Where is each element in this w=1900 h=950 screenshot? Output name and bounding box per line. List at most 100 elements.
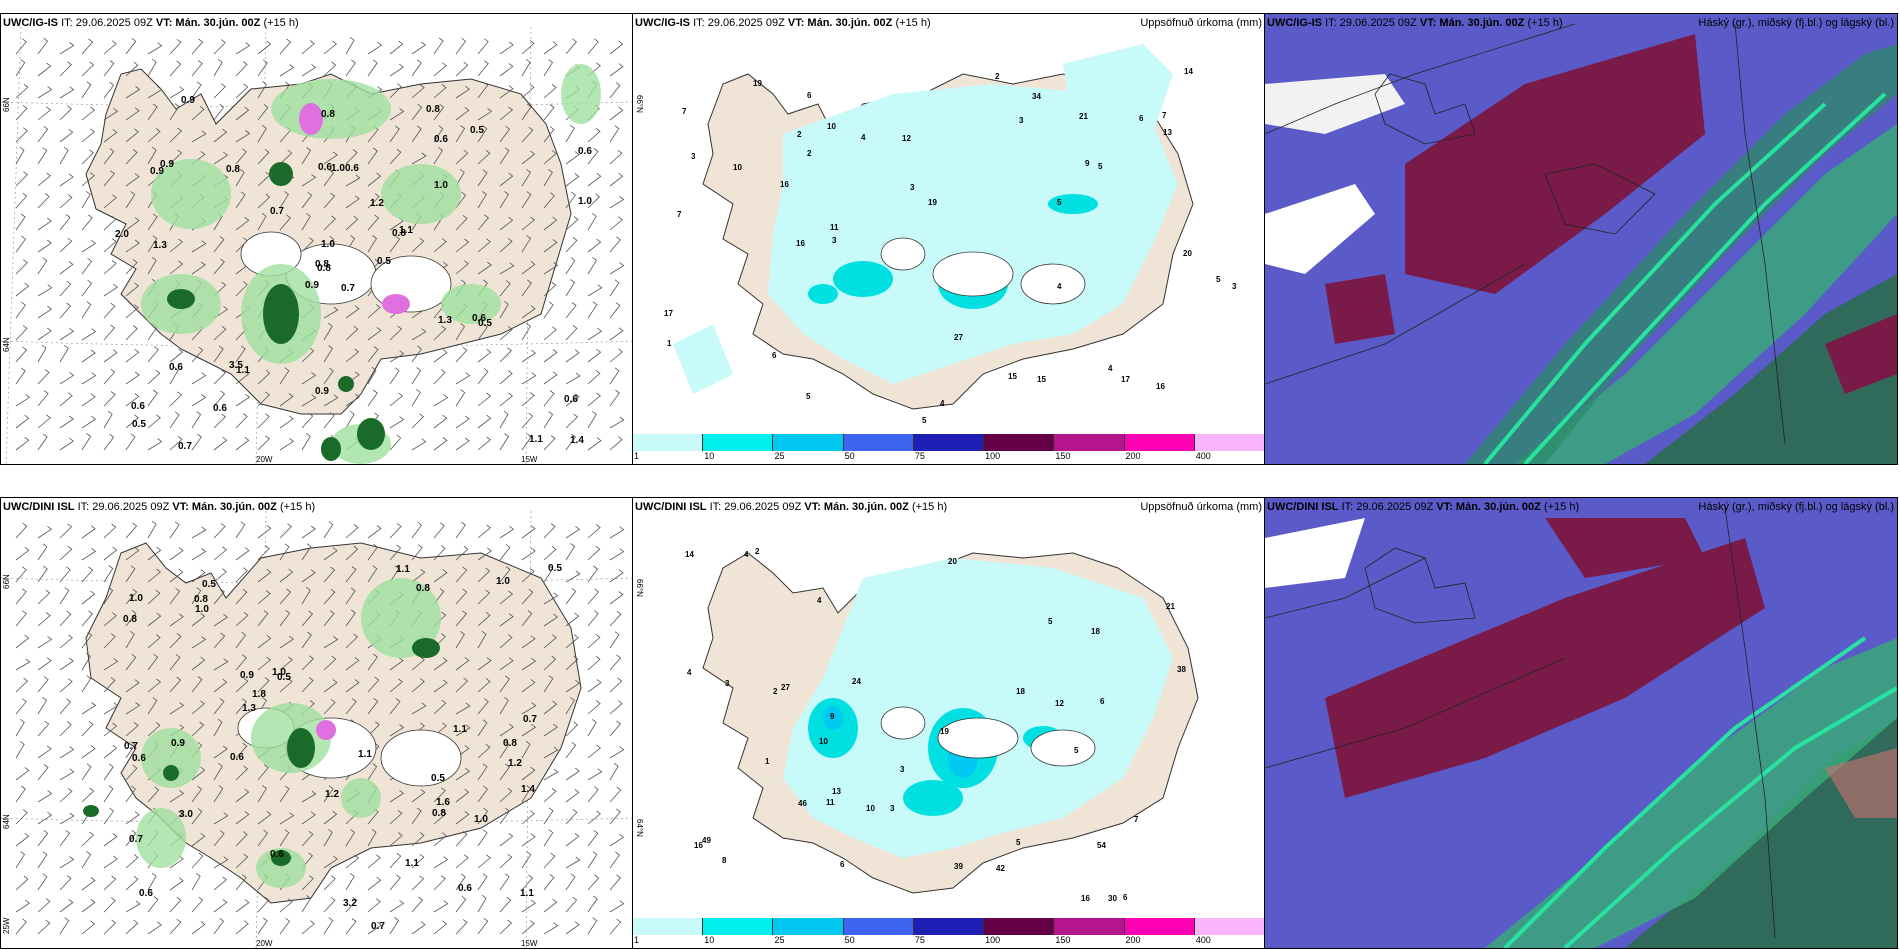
value-label: 1.1 <box>399 225 413 236</box>
value-label: 11 <box>826 798 835 807</box>
value-label: 7 <box>677 210 682 219</box>
value-label: 54 <box>1097 841 1106 850</box>
lat-label: 66N <box>2 574 11 589</box>
lat-label: 66°N <box>635 95 644 113</box>
value-label: 0.9 <box>315 386 329 397</box>
colorbar-swatch <box>773 434 844 451</box>
value-label: 0.6 <box>139 888 153 899</box>
panel-header: UWC/IG-IS IT: 29.06.2025 09Z VT: Mán. 30… <box>3 17 299 29</box>
iceland-landmass <box>85 68 572 415</box>
panel-header: UWC/DINI ISL IT: 29.06.2025 09Z VT: Mán.… <box>3 501 316 513</box>
value-label: 0.6 <box>230 752 244 763</box>
value-label: 0.6 <box>458 883 472 894</box>
colorbar-tick: 100 <box>985 935 1001 945</box>
value-label: 18 <box>1091 627 1100 636</box>
value-label: 0.8 <box>503 738 517 749</box>
value-label: 20 <box>1183 249 1192 258</box>
value-label: 0.6 <box>132 753 146 764</box>
colorbar-swatch <box>773 918 844 935</box>
value-label: 0.6 <box>564 394 578 405</box>
lat-label: 64N <box>2 337 11 352</box>
colorbar-tick: 50 <box>844 935 855 945</box>
value-label: 3.2 <box>343 898 357 909</box>
value-label: 0.6 <box>434 134 448 145</box>
value-label: 1.1 <box>358 749 372 760</box>
value-label: 0.8 <box>123 614 137 625</box>
colorbar-swatch <box>1124 434 1195 451</box>
value-label: 5 <box>806 392 811 401</box>
value-label: 1.4 <box>521 784 535 795</box>
value-label: 3 <box>890 804 895 813</box>
panel-header: UWC/DINI ISL IT: 29.06.2025 09Z VT: Mán.… <box>635 501 948 513</box>
value-label: 4 <box>817 596 822 605</box>
map-wind-ig: 0.70.90.80.60.81.10.80.60.60.50.91.41.30… <box>1 14 633 464</box>
value-label: 1.1 <box>396 564 410 575</box>
value-label: 19 <box>753 79 762 88</box>
lat-label: 64N <box>2 814 11 829</box>
value-label: 1.1 <box>236 365 250 376</box>
colorbar-swatch <box>984 434 1055 451</box>
value-label: 0.8 <box>432 808 446 819</box>
map-clouds-dini <box>1265 498 1897 948</box>
lat-label: 64°N <box>635 819 644 837</box>
value-label: 6 <box>1100 697 1105 706</box>
panel-header: UWC/DINI ISL IT: 29.06.2025 09Z VT: Mán.… <box>1267 501 1580 513</box>
value-label: 7 <box>1162 111 1167 120</box>
value-label: 2.0 <box>115 229 129 240</box>
value-label: 5 <box>1016 838 1021 847</box>
colorbar-tick: 400 <box>1195 935 1211 945</box>
value-label: 0.5 <box>478 318 492 329</box>
value-label: 7 <box>1134 815 1139 824</box>
panel-variable-title: Uppsöfnuð úrkoma (mm) <box>1140 17 1262 29</box>
value-label: 0.9 <box>305 280 319 291</box>
value-label: 2 <box>755 547 760 556</box>
panel-variable-title: Háský (gr.), miðský (fj.bl.) og lágský (… <box>1698 501 1894 513</box>
value-label: 3.5 <box>229 360 243 371</box>
panel-variable-title: Uppsöfnuð úrkoma (mm) <box>1140 501 1262 513</box>
colorbar-swatch <box>703 434 774 451</box>
value-label: 1.6 <box>436 797 450 808</box>
value-label: 39 <box>954 862 963 871</box>
value-label: 1.0 <box>434 180 448 191</box>
value-label: 0.5 <box>548 563 562 574</box>
value-label: 16 <box>780 180 789 189</box>
value-label: 0.7 <box>270 206 284 217</box>
value-label: 16 <box>1156 382 1165 391</box>
colorbar-tick: 10 <box>704 935 715 945</box>
value-label: 4 <box>861 133 866 142</box>
value-label: 1.2 <box>325 789 339 800</box>
lon-label: 20W <box>256 939 273 948</box>
panel-header: UWC/IG-IS IT: 29.06.2025 09Z VT: Mán. 30… <box>635 17 931 29</box>
value-label: 1.3 <box>153 240 167 251</box>
colorbar: 1 10 25 50 75 100 150 200 400 <box>633 918 1265 948</box>
lat-label: 66°N <box>635 579 644 597</box>
value-label: 3 <box>1232 282 1237 291</box>
value-label: 17 <box>664 309 673 318</box>
panel-ig-clouds: UWC/IG-IS IT: 29.06.2025 09Z VT: Mán. 30… <box>1264 13 1898 465</box>
value-label: 0.8 <box>315 259 329 270</box>
value-label: 27 <box>954 333 963 342</box>
value-label: 1.2 <box>370 198 384 209</box>
value-label: 1.0 <box>272 667 286 678</box>
value-label: 46 <box>798 799 807 808</box>
lat-label: 66N <box>2 97 11 112</box>
colorbar-swatch <box>843 918 914 935</box>
colorbar-tick: 200 <box>1125 935 1141 945</box>
value-label: 0.6 <box>345 163 359 174</box>
value-label: 4 <box>1108 364 1113 373</box>
value-label: 0.8 <box>317 263 331 274</box>
value-label: 0.8 <box>226 164 240 175</box>
colorbar-swatch <box>1124 918 1195 935</box>
value-label: 3 <box>910 183 915 192</box>
colorbar-swatch <box>913 434 985 451</box>
colorbar-swatch <box>1194 434 1265 451</box>
value-label: 38 <box>1177 665 1186 674</box>
value-label: 1.0 <box>474 814 488 825</box>
value-label: 1.3 <box>438 315 452 326</box>
value-label: 14 <box>685 550 694 559</box>
value-label: 9 <box>830 712 835 721</box>
value-label: 0.6 <box>213 403 227 414</box>
panel-header: UWC/IG-IS IT: 29.06.2025 09Z VT: Mán. 30… <box>1267 17 1563 29</box>
value-label: 5 <box>922 416 927 425</box>
